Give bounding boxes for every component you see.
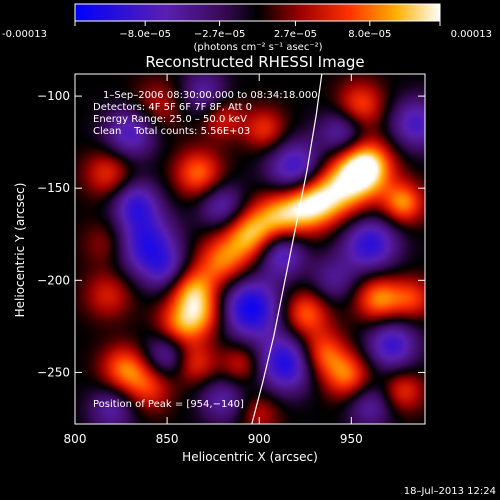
heatmap-image <box>75 74 425 424</box>
colorbar-tick-label: 0.00013 <box>451 29 492 40</box>
y-axis-ticks: −100 −150 −200 −250 <box>37 89 425 379</box>
colorbar-tick-label: 8.0e−05 <box>348 29 391 40</box>
colorbar-tick-label: -0.00013 <box>2 29 47 40</box>
x-tick-label: 850 <box>156 432 179 446</box>
observation-info: 1–Sep–2006 08:30:00.000 to 08:34:18.000 … <box>93 90 318 137</box>
colorbar-units-label: (photons cm⁻² s⁻¹ asec⁻²) <box>193 42 322 53</box>
chart-title: Reconstructed RHESSI Image <box>145 53 364 71</box>
info-line-time-range: 1–Sep–2006 08:30:00.000 to 08:34:18.000 <box>103 90 318 101</box>
info-line-energy-range: Energy Range: 25.0 – 50.0 keV <box>93 114 247 125</box>
x-tick-label: 800 <box>64 432 87 446</box>
timestamp: 18–Jul–2013 12:24 <box>404 486 496 497</box>
info-line-detectors: Detectors: 4F 5F 6F 7F 8F, Att 0 <box>93 102 252 113</box>
solar-limb-line <box>251 73 323 425</box>
colorbar-tick-label: −2.7e−05 <box>194 29 246 40</box>
x-axis-ticks: 800 850 900 950 <box>64 74 363 446</box>
x-tick-label: 900 <box>248 432 271 446</box>
colorbar-ticks: -0.00013 −8.0e−05 −2.7e−05 2.7e−05 8.0e−05 0.… <box>2 21 492 40</box>
plot-area: 800 850 900 950 −100 −150 −200 −250 1–Sep–2006… <box>37 73 426 446</box>
y-tick-label: −250 <box>37 365 70 379</box>
y-axis-label: Heliocentric Y (arcsec) <box>13 183 27 318</box>
x-axis-label: Heliocentric X (arcsec) <box>182 450 318 464</box>
y-tick-label: −200 <box>37 273 70 287</box>
info-line-clean-counts: Clean Total counts: 5.56E+03 <box>93 126 250 137</box>
y-tick-label: −150 <box>37 181 70 195</box>
y-tick-label: −100 <box>37 89 70 103</box>
colorbar-tick-label: 2.7e−05 <box>274 29 317 40</box>
x-tick-label: 950 <box>340 432 363 446</box>
colorbar-tick-label: −8.0e−05 <box>119 29 171 40</box>
plot-frame <box>74 73 426 425</box>
peak-position-label: Position of Peak = [954,−140] <box>93 399 244 410</box>
colorbar-gradient <box>74 3 441 22</box>
colorbar: -0.00013 −8.0e−05 −2.7e−05 2.7e−05 8.0e−05 0.… <box>2 3 492 53</box>
